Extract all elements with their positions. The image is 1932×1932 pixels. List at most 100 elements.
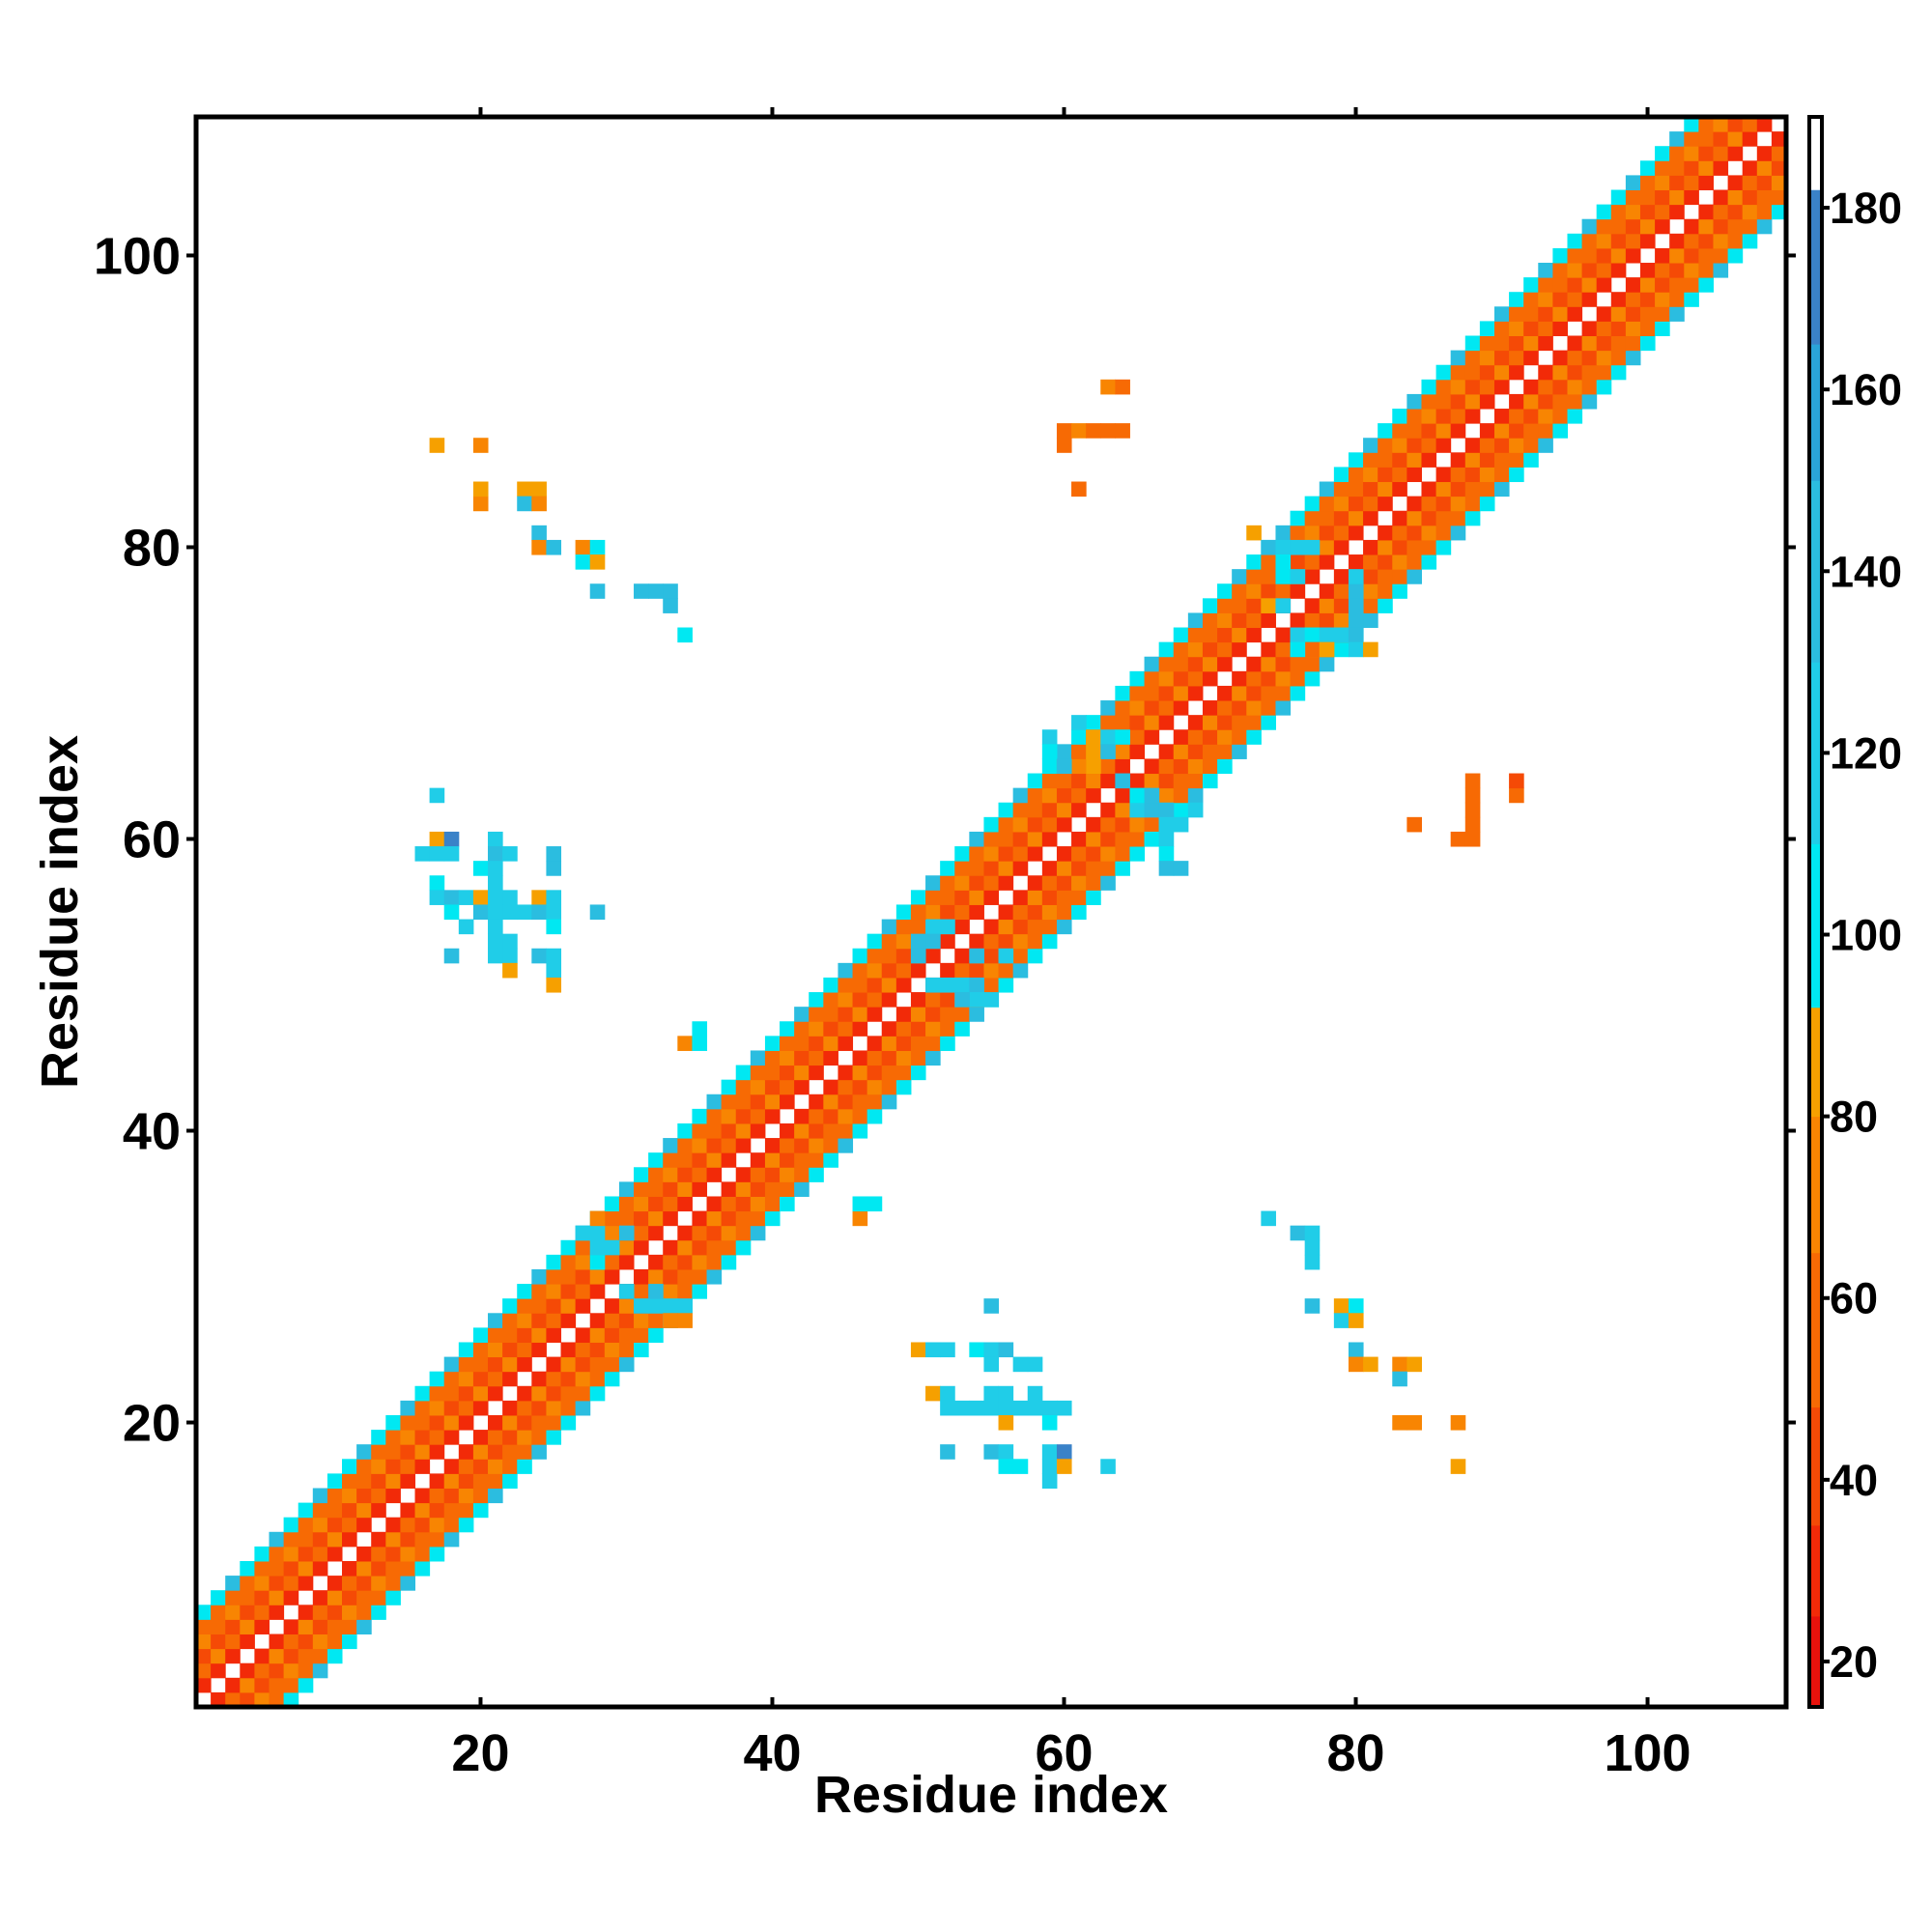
heatmap-cell (648, 1181, 664, 1197)
heatmap-cell (1596, 350, 1612, 366)
heatmap-cell (1290, 612, 1306, 629)
heatmap-cell (327, 1634, 343, 1650)
heatmap-cell (852, 1122, 868, 1139)
heatmap-cell (1173, 627, 1189, 643)
heatmap-cell (1217, 598, 1233, 613)
heatmap-cell (196, 1677, 212, 1693)
heatmap-cell (531, 948, 547, 964)
heatmap-cell (677, 1036, 693, 1051)
heatmap-cell (531, 1342, 547, 1358)
heatmap-cell (1115, 379, 1130, 395)
heatmap-cell (1713, 146, 1729, 161)
heatmap-cell (925, 1342, 941, 1358)
heatmap-cell (706, 1254, 723, 1270)
heatmap-cell (1100, 729, 1116, 745)
heatmap-cell (1392, 467, 1407, 483)
heatmap-cell (969, 1400, 984, 1416)
heatmap-cell (1129, 773, 1146, 789)
heatmap-cell (1581, 393, 1598, 410)
heatmap-cell (1655, 306, 1670, 322)
heatmap-cell (1684, 160, 1699, 176)
heatmap-cell (677, 1152, 693, 1168)
heatmap-cell (589, 1210, 606, 1227)
heatmap-cell (269, 1531, 285, 1548)
heatmap-cell (1625, 350, 1641, 366)
heatmap-cell (1406, 467, 1422, 483)
heatmap-cell (780, 1122, 795, 1139)
heatmap-cell (312, 1502, 328, 1519)
heatmap-cell (1232, 598, 1247, 613)
heatmap-cell (1392, 1356, 1407, 1373)
heatmap-cell (1493, 364, 1510, 381)
heatmap-cell (648, 1298, 664, 1314)
heatmap-cell (458, 1502, 474, 1519)
heatmap-cell (954, 962, 970, 979)
x-tick-label: 80 (1326, 1724, 1384, 1782)
heatmap-cell (780, 1152, 795, 1168)
heatmap-cell (706, 1138, 723, 1153)
heatmap-cell (1290, 510, 1306, 526)
y-tick-label: 40 (123, 1103, 181, 1161)
heatmap-cell (1261, 554, 1276, 570)
heatmap-cell (764, 1196, 781, 1212)
heatmap-cell (1115, 831, 1130, 847)
heatmap-cell (1406, 510, 1422, 526)
heatmap-cell (1027, 933, 1043, 950)
heatmap-cell (735, 1181, 752, 1197)
heatmap-cell (429, 875, 445, 891)
heatmap-cell (312, 1488, 328, 1504)
heatmap-cell (677, 1138, 693, 1153)
heatmap-cell (1071, 802, 1087, 818)
heatmap-cell (998, 1459, 1014, 1474)
heatmap-cell (1129, 787, 1146, 804)
heatmap-cell (1158, 861, 1175, 876)
heatmap-cell (531, 1444, 547, 1460)
heatmap-cell (1378, 481, 1393, 497)
heatmap-cell (1435, 539, 1452, 555)
heatmap-cell (1479, 467, 1495, 483)
heatmap-cell (1275, 627, 1292, 643)
heatmap-cell (1771, 189, 1787, 206)
heatmap-cell (1363, 1356, 1378, 1373)
heatmap-cell (1581, 364, 1598, 381)
heatmap-cell (852, 948, 868, 964)
heatmap-cell (356, 1546, 372, 1562)
x-tick-label: 20 (451, 1724, 509, 1782)
heatmap-cell (211, 1648, 226, 1664)
heatmap-cell (1056, 890, 1072, 905)
heatmap-cell (1509, 438, 1524, 453)
heatmap-cell (895, 1007, 912, 1022)
heatmap-cell (1552, 277, 1568, 293)
heatmap-cell (1421, 409, 1437, 424)
heatmap-cell (618, 1284, 635, 1299)
heatmap-cell (780, 1167, 795, 1182)
heatmap-cell (764, 1138, 781, 1153)
heatmap-cell (867, 1079, 883, 1095)
heatmap-cell (1071, 715, 1087, 730)
heatmap-cell (721, 1225, 737, 1241)
heatmap-cell (895, 1021, 912, 1037)
heatmap-cell (838, 1036, 854, 1051)
heatmap-cell (531, 904, 547, 921)
heatmap-cell (1261, 670, 1276, 687)
heatmap-cell (1261, 715, 1276, 730)
heatmap-cell (1100, 1459, 1116, 1474)
heatmap-cell (1655, 204, 1670, 220)
heatmap-cell (225, 1605, 241, 1620)
heatmap-cell (269, 1605, 285, 1620)
heatmap-cell (1348, 612, 1364, 629)
heatmap-cell (1027, 919, 1043, 935)
heatmap-cell (1056, 904, 1072, 921)
heatmap-cell (764, 1050, 781, 1066)
heatmap-cell (196, 1605, 212, 1620)
heatmap-cell (910, 919, 926, 935)
heatmap-cell (1392, 539, 1407, 555)
heatmap-cell (1261, 583, 1276, 599)
heatmap-cell (1684, 189, 1699, 206)
heatmap-cell (560, 1400, 577, 1416)
heatmap-cell (867, 1050, 883, 1066)
heatmap-cell (1509, 393, 1524, 410)
heatmap-cell (1509, 423, 1524, 439)
heatmap-cell (1232, 729, 1247, 745)
heatmap-cell (1392, 583, 1407, 599)
